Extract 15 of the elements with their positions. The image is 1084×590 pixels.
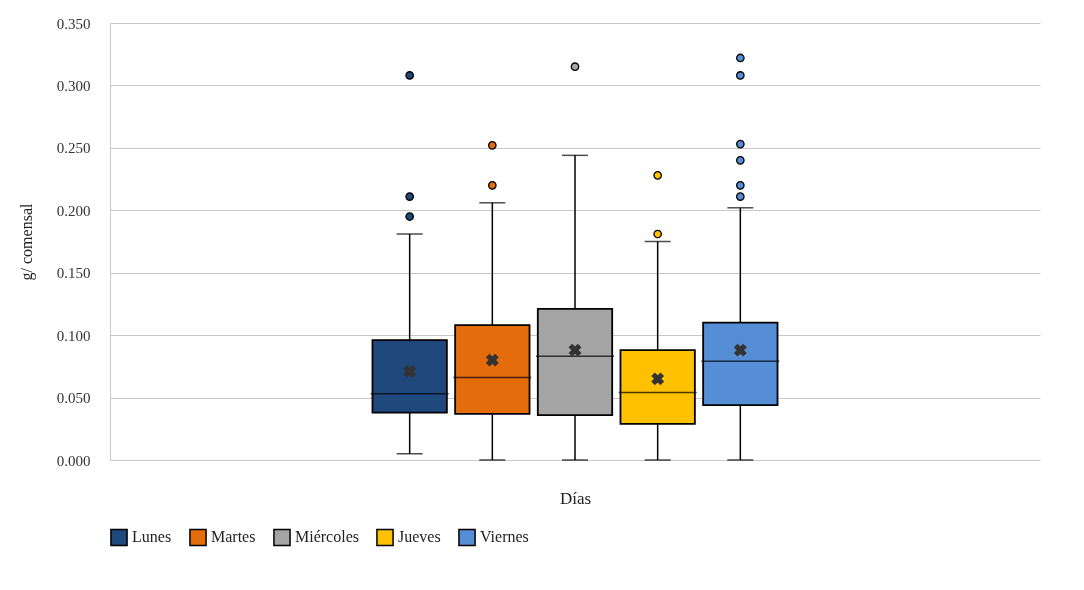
- y-tick-label: 0.200: [56, 202, 91, 219]
- y-tick-label: 0.050: [56, 390, 91, 407]
- legend-label: Jueves: [398, 528, 441, 546]
- y-axis-title: g/ comensal: [17, 203, 36, 281]
- y-tick-label: 0.000: [56, 452, 91, 469]
- x-axis-title: Días: [559, 488, 592, 508]
- legend-label: Miércoles: [295, 528, 359, 546]
- legend-label: Martes: [211, 528, 256, 546]
- y-tick-label: 0.150: [56, 265, 91, 282]
- legend-label: Viernes: [480, 528, 529, 546]
- y-tick-label: 0.300: [56, 77, 91, 94]
- y-tick-label: 0.250: [56, 140, 91, 157]
- y-tick-label: 0.350: [56, 15, 91, 32]
- legend-label: Lunes: [132, 528, 172, 546]
- y-tick-label: 0.100: [56, 327, 91, 344]
